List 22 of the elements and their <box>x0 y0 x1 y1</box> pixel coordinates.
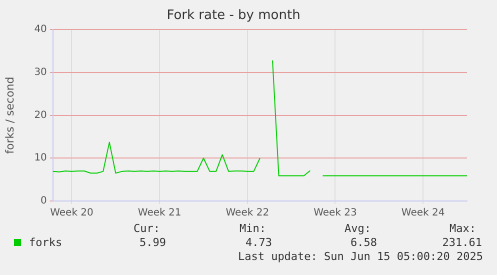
text: 231.61 <box>442 236 482 249</box>
x-tick-label: Week 23 <box>314 208 357 219</box>
legend-label: forks <box>29 236 62 249</box>
x-tick-label: Week 24 <box>401 208 445 219</box>
y-axis-title: forks / second <box>3 76 16 154</box>
text: Avg: <box>344 222 371 235</box>
y-tick-label: 40 <box>34 24 47 36</box>
text: Last update: Sun Jun 15 05:00:20 2025 <box>238 250 483 263</box>
x-tick-label: Week 20 <box>50 208 94 219</box>
y-tick-label: 20 <box>34 110 47 121</box>
chart-title: Fork rate - by month <box>166 8 300 24</box>
text: 6.58 <box>350 236 377 249</box>
text: 5.99 <box>140 236 166 249</box>
text: 4.73 <box>246 236 272 249</box>
text: Min: <box>240 222 266 235</box>
text: Max: <box>450 222 476 235</box>
y-tick-label: 0 <box>40 196 47 207</box>
x-tick-label: Week 21 <box>138 208 182 219</box>
x-tick-label: Week 22 <box>226 208 270 219</box>
text: Cur: <box>134 222 160 235</box>
y-tick-label: 30 <box>34 67 47 78</box>
y-tick-label: 10 <box>34 152 47 164</box>
